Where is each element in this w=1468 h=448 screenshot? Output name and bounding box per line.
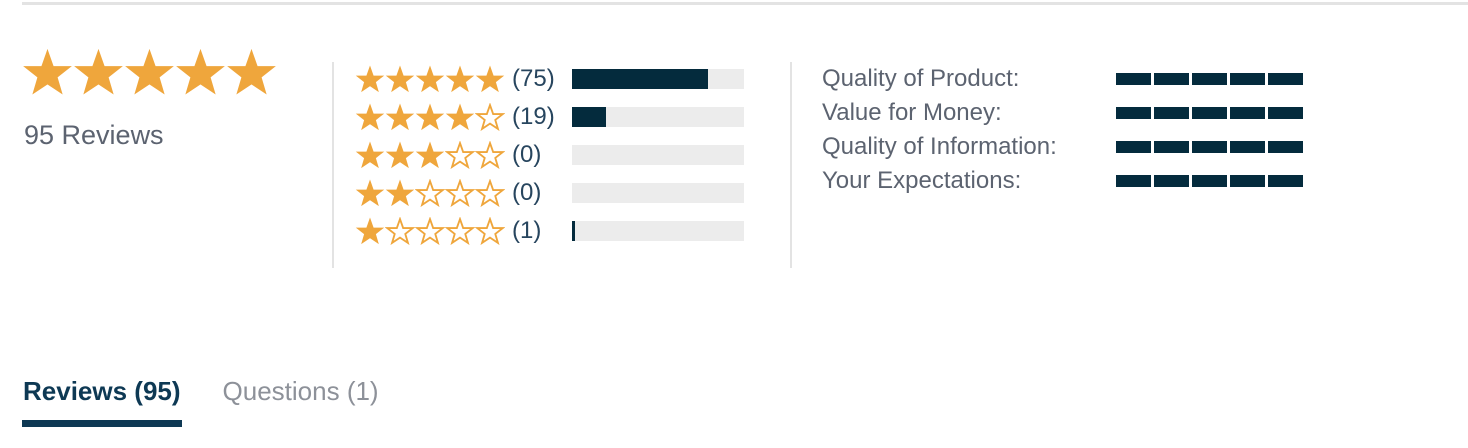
star-outline-icon [475,141,505,169]
metric-segment [1230,107,1265,119]
metric-label: Value for Money: [822,99,1002,126]
star-filled-icon [415,65,445,93]
star-filled-icon [176,48,225,95]
metric-segment [1154,107,1189,119]
rating-count-label: (0) [512,141,542,168]
metric-segment [1116,141,1151,153]
star-filled-icon [385,141,415,169]
star-filled-icon [415,103,445,131]
rating-count-label: (0) [512,179,542,206]
star-outline-icon [385,217,415,245]
vertical-divider [790,62,792,268]
star-outline-icon [415,217,445,245]
star-filled-icon [227,48,276,95]
star-filled-icon [125,48,174,95]
star-outline-icon [475,217,505,245]
tabs: Reviews (95) Questions (1) [22,374,380,427]
star-filled-icon [445,65,475,93]
star-filled-icon [355,217,385,245]
metric-segment [1230,141,1265,153]
metric-label: Quality of Product: [822,65,1020,92]
star-filled-icon [74,48,123,95]
top-divider [22,2,1468,5]
star-filled-icon [355,141,385,169]
metric-segment [1154,73,1189,85]
rating-count-label: (75) [512,65,555,92]
rating-bar-track [572,183,744,203]
star-rating [355,217,505,245]
metric-segment [1192,175,1227,187]
metric-label: Your Expectations: [822,167,1022,194]
metric-label: Quality of Information: [822,133,1057,160]
tab-questions[interactable]: Questions (1) [222,376,379,406]
rating-breakdown-row: (0) [355,136,744,174]
metric-segment [1192,141,1227,153]
metric-segment-bar [1116,141,1303,153]
review-count-label: 95 Reviews [24,120,164,150]
metric-segment [1154,175,1189,187]
star-filled-icon [445,103,475,131]
metric-segment [1192,107,1227,119]
rating-metrics: Quality of Product: Value for Money: Quali… [822,62,1312,198]
tab-reviews[interactable]: Reviews (95) [22,374,182,427]
rating-breakdown-row: (19) [355,98,744,136]
rating-bar-track [572,107,744,127]
star-filled-icon [355,103,385,131]
rating-breakdown: (75) (19) (0) (0) (1) [355,60,744,250]
rating-breakdown-row: (75) [355,60,744,98]
star-rating [355,141,505,169]
metric-segment [1230,175,1265,187]
metric-segment [1268,141,1303,153]
overall-star-rating [22,48,277,96]
star-filled-icon [475,65,505,93]
vertical-divider [332,62,334,268]
metric-row: Quality of Information: [822,130,1312,164]
star-filled-icon [385,65,415,93]
star-outline-icon [445,179,475,207]
rating-bar-track [572,145,744,165]
metric-row: Your Expectations: [822,164,1312,198]
rating-bar-track [572,221,744,241]
star-filled-icon [385,103,415,131]
star-filled-icon [385,179,415,207]
rating-breakdown-row: (1) [355,212,744,250]
star-outline-icon [415,179,445,207]
metric-segment [1268,175,1303,187]
metric-segment [1230,73,1265,85]
metric-segment [1192,73,1227,85]
metric-segment-bar [1116,175,1303,187]
star-outline-icon [475,179,505,207]
metric-segment [1268,107,1303,119]
star-rating [355,65,505,93]
metric-segment [1268,73,1303,85]
rating-bar-fill [572,69,708,89]
star-outline-icon [445,141,475,169]
rating-bar-fill [572,107,607,127]
metric-row: Quality of Product: [822,62,1312,96]
star-filled-icon [355,179,385,207]
rating-breakdown-row: (0) [355,174,744,212]
star-rating [355,103,505,131]
metric-segment-bar [1116,107,1303,119]
star-filled-icon [415,141,445,169]
metric-segment [1116,107,1151,119]
metric-row: Value for Money: [822,96,1312,130]
rating-count-label: (1) [512,217,542,244]
metric-segment [1116,73,1151,85]
rating-bar-fill [572,221,576,241]
overall-rating: 95 Reviews [22,48,277,151]
metric-segment [1154,141,1189,153]
metric-segment [1116,175,1151,187]
rating-count-label: (19) [512,103,555,130]
star-outline-icon [445,217,475,245]
rating-bar-track [572,69,744,89]
star-filled-icon [23,48,72,95]
star-filled-icon [355,65,385,93]
metric-segment-bar [1116,73,1303,85]
star-rating [355,179,505,207]
star-outline-icon [475,103,505,131]
